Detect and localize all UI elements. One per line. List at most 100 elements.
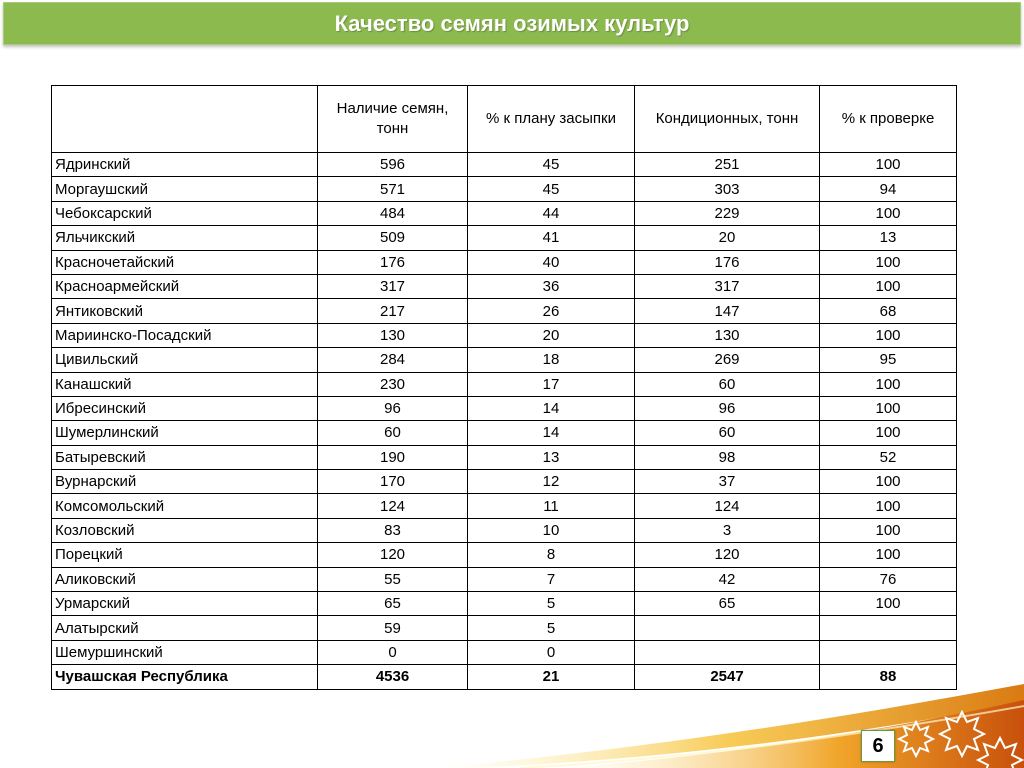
table-row: Моргаушский 571 45 303 94 [51,176,957,202]
seeds-available-cell: 509 [317,225,468,251]
table-row: Красночетайский 176 40 176 100 [51,249,957,275]
seeds-available-cell: 0 [317,639,468,666]
conditioned-cell: 120 [634,542,820,568]
header-conditioned: Кондиционных, тонн [634,85,820,153]
table-row: Урмарский 65 5 65 100 [51,591,957,617]
star-icon-small [896,719,936,759]
seeds-available-cell: 65 [317,591,468,617]
percent-checked-cell: 100 [819,273,957,300]
percent-checked-cell: 100 [819,517,957,544]
star-icon-medium [937,709,987,759]
district-cell: Канашский [51,371,318,397]
conditioned-cell: 229 [634,200,820,227]
percent-checked-cell: 100 [819,200,957,227]
conditioned-cell: 147 [634,298,820,324]
seed-quality-table: Наличие семян, тонн % к плану засыпки Ко… [51,85,957,690]
district-cell: Шумерлинский [51,420,318,446]
percent-plan-cell: 10 [467,517,635,544]
percent-plan-cell: 45 [467,176,635,202]
table-header-row: Наличие семян, тонн % к плану засыпки Ко… [51,85,957,153]
page-title: Качество семян озимых культур [334,10,690,36]
table-row: Ибресинский 96 14 96 100 [51,395,957,422]
conditioned-cell: 303 [634,176,820,202]
percent-plan-cell: 17 [467,371,635,397]
district-cell: Яльчикский [51,225,318,251]
table-row: Ядринский 596 45 251 100 [51,151,957,178]
table-row: Мариинско-Посадский 130 20 130 100 [51,322,957,349]
seeds-available-cell: 124 [317,493,468,519]
percent-plan-cell: 26 [467,298,635,324]
district-cell: Чувашская Республика [51,664,318,690]
percent-plan-cell: 12 [467,469,635,495]
conditioned-cell: 60 [634,371,820,397]
conditioned-cell: 3 [634,517,820,544]
table-row: Шумерлинский 60 14 60 100 [51,420,957,446]
district-cell: Аликовский [51,566,318,593]
seeds-available-cell: 596 [317,151,468,178]
district-cell: Красноармейский [51,273,318,300]
percent-checked-cell: 100 [819,469,957,495]
table-row: Чебоксарский 484 44 229 100 [51,200,957,227]
seeds-available-cell: 55 [317,566,468,593]
conditioned-cell: 176 [634,249,820,275]
district-cell: Козловский [51,517,318,544]
percent-checked-cell: 76 [819,566,957,593]
percent-plan-cell: 13 [467,444,635,471]
district-cell: Красночетайский [51,249,318,275]
percent-plan-cell: 45 [467,151,635,178]
district-cell: Ибресинский [51,395,318,422]
district-cell: Ядринский [51,151,318,178]
seeds-available-cell: 317 [317,273,468,300]
conditioned-cell: 317 [634,273,820,300]
conditioned-cell: 124 [634,493,820,519]
header-seeds-available: Наличие семян, тонн [317,85,468,153]
seeds-available-cell: 96 [317,395,468,422]
percent-checked-cell: 100 [819,493,957,519]
percent-checked-cell: 52 [819,444,957,471]
district-cell: Алатырский [51,615,318,641]
table-row: Порецкий 120 8 120 100 [51,542,957,568]
percent-plan-cell: 0 [467,639,635,666]
conditioned-cell: 42 [634,566,820,593]
district-cell: Моргаушский [51,176,318,202]
percent-checked-cell: 100 [819,322,957,349]
district-cell: Вурнарский [51,469,318,495]
percent-checked-cell: 88 [819,664,957,690]
seeds-available-cell: 230 [317,371,468,397]
percent-checked-cell: 100 [819,420,957,446]
percent-checked-cell: 13 [819,225,957,251]
district-cell: Батыревский [51,444,318,471]
seeds-available-cell: 217 [317,298,468,324]
district-cell: Урмарский [51,591,318,617]
percent-checked-cell: 95 [819,347,957,373]
percent-checked-cell: 100 [819,591,957,617]
percent-plan-cell: 5 [467,591,635,617]
table-body: Ядринский 596 45 251 100 Моргаушский 571 45 303 9… [51,151,957,690]
percent-checked-cell: 100 [819,249,957,275]
percent-plan-cell: 14 [467,395,635,422]
percent-plan-cell: 21 [467,664,635,690]
percent-plan-cell: 20 [467,322,635,349]
percent-plan-cell: 18 [467,347,635,373]
percent-plan-cell: 8 [467,542,635,568]
percent-checked-cell: 94 [819,176,957,202]
star-icon-large [975,735,1024,768]
percent-plan-cell: 14 [467,420,635,446]
title-bar: Качество семян озимых культур [3,2,1021,45]
percent-checked-cell: 100 [819,151,957,178]
seeds-available-cell: 284 [317,347,468,373]
percent-plan-cell: 36 [467,273,635,300]
seeds-available-cell: 190 [317,444,468,471]
percent-checked-cell: 68 [819,298,957,324]
seeds-available-cell: 170 [317,469,468,495]
seeds-available-cell: 176 [317,249,468,275]
percent-checked-cell: 100 [819,395,957,422]
percent-plan-cell: 44 [467,200,635,227]
seeds-available-cell: 59 [317,615,468,641]
percent-plan-cell: 40 [467,249,635,275]
conditioned-cell: 20 [634,225,820,251]
page-number: 6 [861,730,895,762]
seeds-available-cell: 130 [317,322,468,349]
conditioned-cell: 251 [634,151,820,178]
percent-plan-cell: 41 [467,225,635,251]
